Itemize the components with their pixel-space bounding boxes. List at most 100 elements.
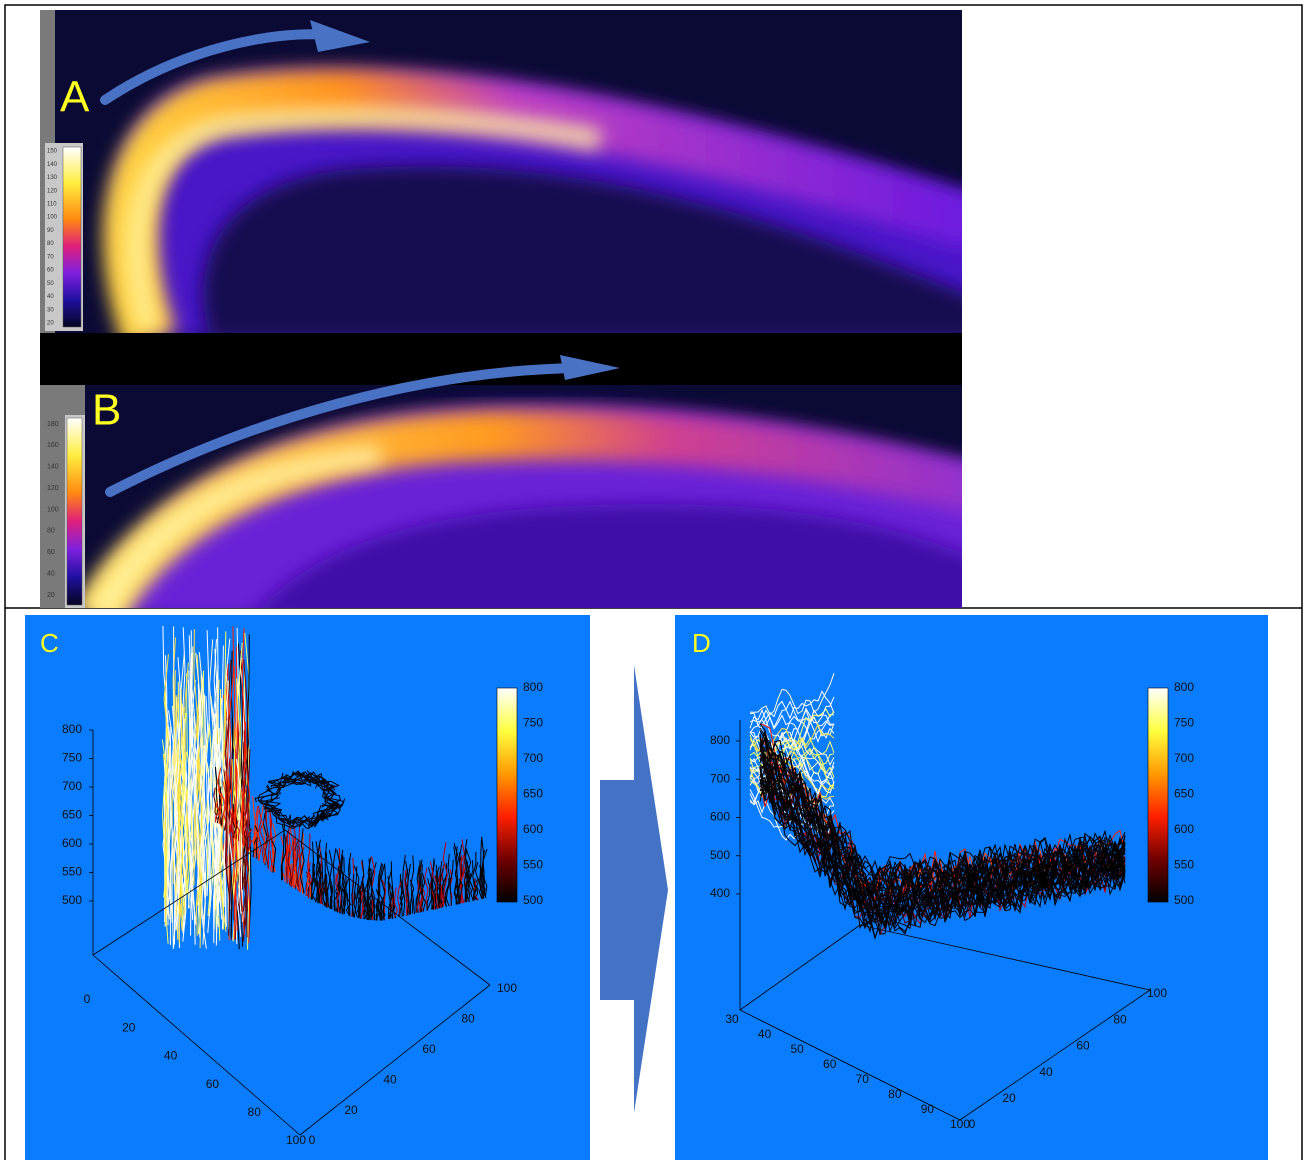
tick-label: 600 <box>523 822 543 836</box>
colorbar-tick-label: 130 <box>47 175 58 181</box>
trace <box>171 705 178 917</box>
colorbar-tick-label: 50 <box>47 281 54 287</box>
trace <box>353 866 358 918</box>
trace <box>387 869 393 920</box>
trace <box>263 802 302 828</box>
colorbar-tick-label: 70 <box>47 254 54 260</box>
transition-arrow <box>600 665 668 1113</box>
trace <box>236 820 240 842</box>
tick-label: 550 <box>523 858 543 872</box>
tick-label: 70 <box>856 1072 870 1086</box>
trace <box>198 651 205 888</box>
trace <box>257 831 261 861</box>
trace <box>280 824 287 881</box>
trace <box>339 856 345 914</box>
trace <box>187 630 192 909</box>
trace <box>178 689 183 944</box>
tick-label: 750 <box>62 751 82 765</box>
tick-label: 600 <box>1174 822 1194 836</box>
trace <box>468 873 474 902</box>
trace <box>480 860 486 899</box>
tick-label: 20 <box>122 1020 136 1034</box>
trace <box>243 665 251 950</box>
surface-lines <box>749 673 1126 940</box>
trace <box>436 887 440 909</box>
trace <box>426 866 433 911</box>
tick-label: 600 <box>62 836 82 850</box>
trace <box>239 628 246 935</box>
trace <box>433 875 439 909</box>
tick-label: 100 <box>950 1117 970 1131</box>
colorbar-tick-label: 60 <box>47 549 55 556</box>
trace <box>267 807 273 870</box>
tick-label: 30 <box>725 1012 739 1026</box>
trace <box>455 880 460 905</box>
trace <box>402 854 406 917</box>
trace <box>172 761 179 949</box>
trace <box>285 830 289 883</box>
tick-label: 550 <box>1174 858 1194 872</box>
tick-label: 80 <box>461 1012 475 1026</box>
trace <box>217 789 223 825</box>
trace <box>424 867 429 911</box>
trace <box>341 854 346 915</box>
tick-label: 60 <box>1076 1039 1090 1053</box>
tick-label: 0 <box>309 1133 316 1147</box>
tick-label: 600 <box>710 810 730 824</box>
tick-label: 500 <box>523 893 543 907</box>
trace <box>310 866 316 901</box>
colorbar-tick-label: 90 <box>47 228 54 234</box>
trace <box>213 666 219 944</box>
colorbar-tick-label: 140 <box>47 162 58 168</box>
trace <box>246 634 252 939</box>
surface-lines <box>161 625 488 950</box>
trace <box>261 772 284 805</box>
trace <box>259 797 295 825</box>
trace <box>438 868 444 908</box>
trace <box>247 812 251 851</box>
trace <box>276 811 315 824</box>
trace <box>184 670 191 895</box>
trace <box>293 863 300 890</box>
trace <box>269 850 275 872</box>
trace <box>410 890 414 914</box>
trace <box>749 709 835 790</box>
colorbar-tick-label: 150 <box>47 149 58 155</box>
trace <box>307 833 311 898</box>
trace <box>359 859 365 919</box>
trace <box>208 639 214 917</box>
trace <box>320 780 344 810</box>
trace <box>420 873 426 912</box>
trace <box>410 855 415 915</box>
trace <box>399 876 403 917</box>
trace <box>162 685 169 944</box>
trace <box>215 801 221 823</box>
colorbar-tick-label: 80 <box>47 528 55 535</box>
trace <box>254 825 260 859</box>
tick-label: 800 <box>710 733 730 747</box>
tick-label: 500 <box>710 848 730 862</box>
trace <box>434 866 440 909</box>
trace <box>267 771 323 786</box>
trace <box>415 861 421 913</box>
tick-label: 750 <box>1174 716 1194 730</box>
tick-label: 800 <box>523 680 543 694</box>
colorbar-tick-label: 20 <box>47 321 54 327</box>
tick-label: 40 <box>1039 1065 1053 1079</box>
trace <box>482 848 488 899</box>
trace <box>321 789 337 820</box>
tick-label: 700 <box>523 751 543 765</box>
colorbar-tick-label: 20 <box>47 592 55 599</box>
trace <box>236 759 242 914</box>
tick-label: 500 <box>62 893 82 907</box>
trace <box>213 787 219 821</box>
trace <box>169 626 175 949</box>
trace <box>369 868 376 921</box>
tick-label: 80 <box>248 1105 262 1119</box>
tick-label: 100 <box>286 1133 306 1147</box>
trace <box>442 842 448 907</box>
tick-label: 40 <box>758 1027 772 1041</box>
trace <box>193 746 200 891</box>
trace <box>306 875 312 898</box>
